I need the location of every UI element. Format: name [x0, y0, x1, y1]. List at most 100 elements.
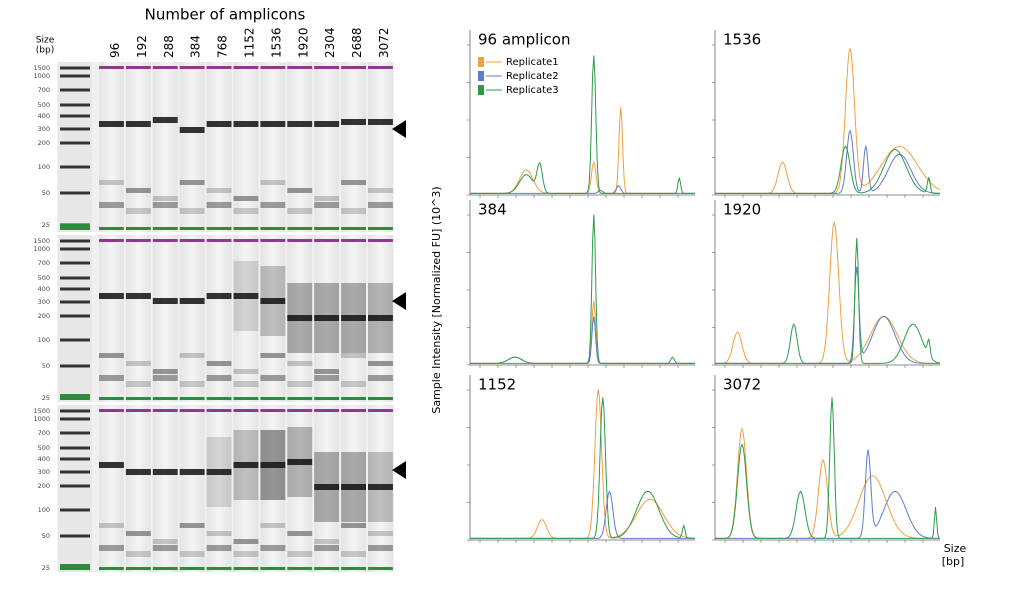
trace [470, 397, 695, 539]
lower-marker [368, 397, 393, 400]
lane-label: 288 [162, 35, 176, 58]
upper-marker [341, 239, 366, 242]
upper-marker [260, 239, 286, 242]
ladder-band [60, 114, 90, 118]
ladder-label: 100 [38, 506, 50, 514]
arrowhead [392, 461, 406, 479]
minor-band [368, 545, 393, 551]
arrowhead [392, 120, 406, 138]
main-band [206, 293, 232, 299]
trace [715, 48, 941, 194]
minor-band [233, 381, 259, 387]
main-band [314, 121, 340, 127]
plot-label: 384 [478, 201, 507, 219]
ladder-label: 300 [38, 468, 50, 476]
minor-band [233, 551, 259, 557]
lane [179, 62, 205, 232]
lower-marker [125, 397, 151, 400]
minor-band [99, 545, 124, 551]
minor-band [206, 188, 232, 193]
ladder-label: 700 [38, 86, 50, 94]
minor-band [125, 188, 151, 193]
ladder-label: 300 [38, 298, 50, 306]
main-band [341, 119, 366, 125]
lane-label: 2688 [350, 27, 364, 58]
lower-marker [99, 227, 124, 230]
ladder-label: 1000 [33, 245, 50, 253]
minor-band [206, 361, 232, 366]
ladder-label: 200 [38, 139, 50, 147]
ladder-label: 500 [38, 444, 50, 452]
ladder-label: 50 [42, 532, 50, 540]
ladder-lane [58, 405, 92, 572]
minor-band [179, 523, 205, 528]
main-band [125, 293, 151, 299]
lane-label: 768 [216, 35, 230, 58]
lane [99, 235, 124, 402]
lane [233, 62, 259, 232]
trace [715, 237, 941, 364]
ladder-band [60, 300, 90, 304]
upper-marker [125, 66, 151, 69]
minor-band [179, 353, 205, 358]
size-unit: (bp) [36, 46, 54, 56]
ladder-label: 50 [42, 362, 50, 370]
lane-label: 1152 [242, 27, 256, 58]
lower-marker [314, 227, 340, 230]
upper-marker [314, 239, 340, 242]
main-band [99, 462, 124, 468]
main-band [152, 469, 178, 475]
upper-marker [233, 239, 259, 242]
ladder-lane [58, 62, 92, 232]
lower-marker [233, 227, 259, 230]
ladder-label: 100 [38, 163, 50, 171]
legend-label: Replicate3 [506, 85, 559, 96]
ladder-band [60, 103, 90, 107]
lower-marker [152, 397, 178, 400]
lower-marker [314, 567, 340, 570]
minor-band [287, 188, 313, 193]
ladder-band [60, 534, 90, 538]
upper-marker [260, 66, 286, 69]
minor-band [287, 208, 313, 214]
ladder-label: 1500 [33, 64, 50, 72]
main-band [287, 315, 313, 321]
upper-marker [152, 66, 178, 69]
ladder-band [60, 66, 90, 70]
minor-band [125, 531, 151, 536]
trace [470, 184, 695, 194]
lane [260, 405, 286, 572]
lane [179, 405, 205, 572]
ladder-label: 100 [38, 336, 50, 344]
minor-band [341, 180, 366, 185]
ladder-label: 500 [38, 101, 50, 109]
ladder-band [60, 508, 90, 512]
main-band [287, 459, 313, 465]
ladder-label: 300 [38, 125, 50, 133]
minor-band [341, 523, 366, 528]
upper-marker [125, 239, 151, 242]
ladder-band [60, 74, 90, 78]
main-band [341, 484, 366, 490]
minor-band [233, 208, 259, 214]
upper-marker [287, 409, 313, 412]
ladder-band [60, 431, 90, 435]
lane [125, 405, 151, 572]
ladder-label: 400 [38, 285, 50, 293]
plot-label: 1920 [723, 201, 761, 219]
ladder-band [60, 287, 90, 291]
minor-band [233, 196, 259, 201]
lane [152, 405, 178, 572]
minor-band [152, 202, 178, 208]
ladder-band [60, 127, 90, 131]
lower-marker [287, 397, 313, 400]
lane-label: 1536 [269, 27, 283, 58]
ladder-label: 1000 [33, 415, 50, 423]
ladder-band [60, 276, 90, 280]
ladder-label: 400 [38, 112, 50, 120]
minor-band [287, 531, 313, 536]
main-band [233, 462, 259, 468]
lower-marker [233, 567, 259, 570]
minor-band [99, 353, 124, 358]
minor-band [125, 381, 151, 387]
